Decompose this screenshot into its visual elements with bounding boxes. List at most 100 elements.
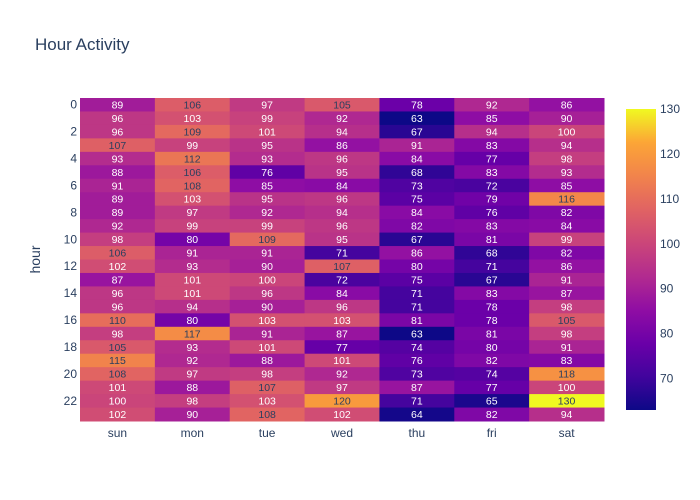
heatmap-cell xyxy=(454,232,530,247)
heatmap-cell xyxy=(454,407,530,422)
cell-value-label: 63 xyxy=(411,113,423,125)
heatmap-cell xyxy=(80,380,156,395)
heatmap-cell xyxy=(229,138,306,153)
heatmap-cell xyxy=(304,407,380,422)
x-tick-label: mon xyxy=(181,426,204,440)
heatmap-cell xyxy=(304,192,380,207)
x-axis-ticks: sun mon tue wed thu fri sat xyxy=(108,426,575,440)
cell-value-label: 95 xyxy=(261,140,273,152)
heatmap-cell xyxy=(229,98,306,112)
cell-value-label: 92 xyxy=(336,113,348,125)
cell-value-label: 91 xyxy=(411,140,423,152)
cell-value-label: 80 xyxy=(411,261,423,273)
x-tick-label: sun xyxy=(108,426,127,440)
y-tick-label: 10 xyxy=(64,232,78,246)
cell-value-label: 100 xyxy=(558,382,576,394)
heatmap-cell xyxy=(229,178,306,193)
heatmap-cell xyxy=(454,313,530,328)
heatmap-cell xyxy=(529,98,605,112)
cell-value-label: 115 xyxy=(109,355,126,367)
cell-value-label: 92 xyxy=(336,369,348,381)
cell-value-label: 84 xyxy=(411,153,423,165)
heatmap-cell xyxy=(304,340,380,355)
cell-value-label: 77 xyxy=(486,382,498,394)
heatmap-cell xyxy=(529,407,605,422)
cell-value-label: 90 xyxy=(186,409,198,421)
chart-title: Hour Activity xyxy=(35,35,130,54)
cell-value-label: 76 xyxy=(411,355,423,367)
cell-value-label: 98 xyxy=(561,153,573,165)
cell-value-label: 106 xyxy=(109,248,127,260)
heatmap-cell xyxy=(304,232,380,247)
heatmap-cell xyxy=(454,151,530,166)
cell-value-label: 96 xyxy=(112,288,124,300)
cell-value-label: 82 xyxy=(561,248,573,260)
x-tick-label: fri xyxy=(487,426,497,440)
cell-value-label: 101 xyxy=(184,288,202,300)
cell-value-label: 80 xyxy=(186,234,198,246)
y-tick-label: 22 xyxy=(64,394,78,408)
heatmap-cell xyxy=(80,151,156,166)
cell-value-label: 77 xyxy=(486,153,498,165)
cell-value-label: 101 xyxy=(109,382,127,394)
heatmap-cell xyxy=(154,165,231,180)
heatmap-cell xyxy=(154,178,231,193)
heatmap-cell xyxy=(229,165,306,180)
heatmap-cell xyxy=(454,98,530,112)
cell-value-label: 67 xyxy=(411,126,423,138)
cell-value-label: 107 xyxy=(109,140,127,152)
cell-value-label: 85 xyxy=(561,180,573,192)
cell-value-label: 98 xyxy=(261,369,273,381)
heatmap-cell xyxy=(80,124,156,139)
cell-value-label: 93 xyxy=(186,261,198,273)
heatmap-cell xyxy=(304,111,380,126)
cell-value-label: 96 xyxy=(336,194,348,206)
cell-value-label: 100 xyxy=(109,396,127,408)
heatmap-cell xyxy=(454,272,530,287)
cell-value-label: 88 xyxy=(186,382,198,394)
heatmap-cell xyxy=(304,326,380,341)
cell-value-label: 83 xyxy=(561,355,573,367)
heatmap-cell xyxy=(379,124,455,139)
heatmap-cell xyxy=(80,165,156,180)
cell-value-label: 87 xyxy=(411,382,423,394)
cell-value-label: 85 xyxy=(261,180,273,192)
heatmap-cell xyxy=(454,138,530,153)
heatmap-cell xyxy=(304,394,380,409)
heatmap-cell xyxy=(529,353,605,368)
heatmap-cell xyxy=(529,326,605,341)
heatmap-cell xyxy=(379,232,455,247)
heatmap-cell xyxy=(454,205,530,220)
cell-value-label: 98 xyxy=(561,328,573,340)
cell-value-label: 81 xyxy=(486,234,498,246)
cell-value-label: 98 xyxy=(186,396,198,408)
heatmap-cell xyxy=(304,98,380,112)
y-tick-label: 0 xyxy=(70,98,77,112)
heatmap-cell xyxy=(80,178,156,193)
heatmap-cell xyxy=(529,151,605,166)
heatmap-cell xyxy=(529,246,605,260)
x-tick-label: tue xyxy=(259,426,276,440)
cell-value-label: 96 xyxy=(261,288,273,300)
heatmap-cell xyxy=(379,299,455,314)
heatmap-cell xyxy=(154,246,231,260)
colorbar-tick-label: 90 xyxy=(660,282,674,296)
heatmap-cell xyxy=(229,205,306,220)
heatmap-cell xyxy=(229,367,306,382)
cell-value-label: 94 xyxy=(561,409,573,421)
cell-value-label: 103 xyxy=(333,315,351,327)
heatmap-cell xyxy=(80,394,156,409)
heatmap-cell xyxy=(379,178,455,193)
cell-value-label: 100 xyxy=(258,274,276,286)
cell-value-label: 94 xyxy=(336,207,348,219)
cell-value-label: 97 xyxy=(261,100,273,112)
cell-value-label: 99 xyxy=(261,221,273,233)
colorbar-tick-label: 80 xyxy=(660,327,674,341)
heatmap-cell xyxy=(454,380,530,395)
heatmap-cell xyxy=(229,192,306,207)
cell-value-label: 82 xyxy=(411,221,423,233)
heatmap-cell xyxy=(304,299,380,314)
heatmap-cell xyxy=(229,259,306,274)
cell-value-label: 75 xyxy=(411,194,423,206)
